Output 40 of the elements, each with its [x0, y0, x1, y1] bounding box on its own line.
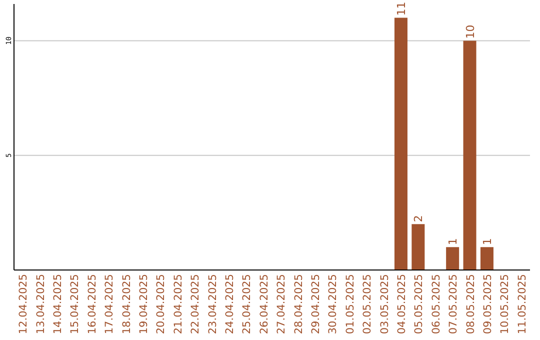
x-tick-label: 06.05.2025 [430, 274, 442, 334]
bar [480, 247, 494, 270]
x-tick-label: 24.04.2025 [224, 274, 236, 334]
x-tick-label: 22.04.2025 [190, 274, 202, 334]
bar [394, 18, 408, 270]
x-tick-label: 05.05.2025 [413, 274, 426, 334]
x-tick-label: 01.05.2025 [344, 274, 356, 334]
x-tick-label: 04.05.2025 [396, 274, 408, 334]
x-tick-label: 14.04.2025 [52, 274, 64, 334]
x-tick-label: 15.04.2025 [69, 274, 82, 334]
data-label: 2 [412, 215, 426, 222]
data-label: 10 [464, 24, 477, 39]
x-tick-label: 26.04.2025 [258, 274, 270, 334]
x-tick-label: 17.04.2025 [104, 274, 116, 334]
x-tick-label: 09.05.2025 [482, 274, 494, 334]
bar [446, 247, 460, 270]
x-tick-label: 03.05.2025 [378, 274, 391, 334]
x-tick-label: 07.05.2025 [448, 274, 460, 334]
data-label: 11 [394, 2, 408, 16]
x-tick-label: 23.04.2025 [206, 274, 219, 334]
x-tick-label: 27.04.2025 [276, 274, 288, 334]
x-tick-label: 08.05.2025 [464, 274, 477, 334]
x-tick-label: 02.05.2025 [362, 274, 374, 334]
x-tick-label: 12.04.2025 [18, 274, 30, 334]
x-tick-label: 25.04.2025 [241, 274, 254, 334]
x-tick-label: 10.05.2025 [499, 274, 512, 334]
x-tick-label: 28.04.2025 [292, 274, 305, 334]
x-tick-label: 13.04.2025 [34, 274, 47, 334]
data-label: 1 [480, 238, 494, 246]
x-tick-label: 21.04.2025 [172, 274, 184, 334]
bar [463, 40, 476, 270]
x-tick-label: 30.04.2025 [327, 274, 340, 334]
x-tick-label: 20.04.2025 [155, 274, 168, 334]
x-tick-label: 18.04.2025 [120, 274, 133, 334]
data-label: 1 [446, 238, 460, 246]
x-tick-label: 29.04.2025 [310, 274, 322, 334]
x-tick-label: 11.05.2025 [516, 274, 528, 334]
bar [412, 224, 425, 270]
x-tick-label: 19.04.2025 [138, 274, 150, 334]
x-tick-label: 16.04.2025 [86, 274, 98, 334]
